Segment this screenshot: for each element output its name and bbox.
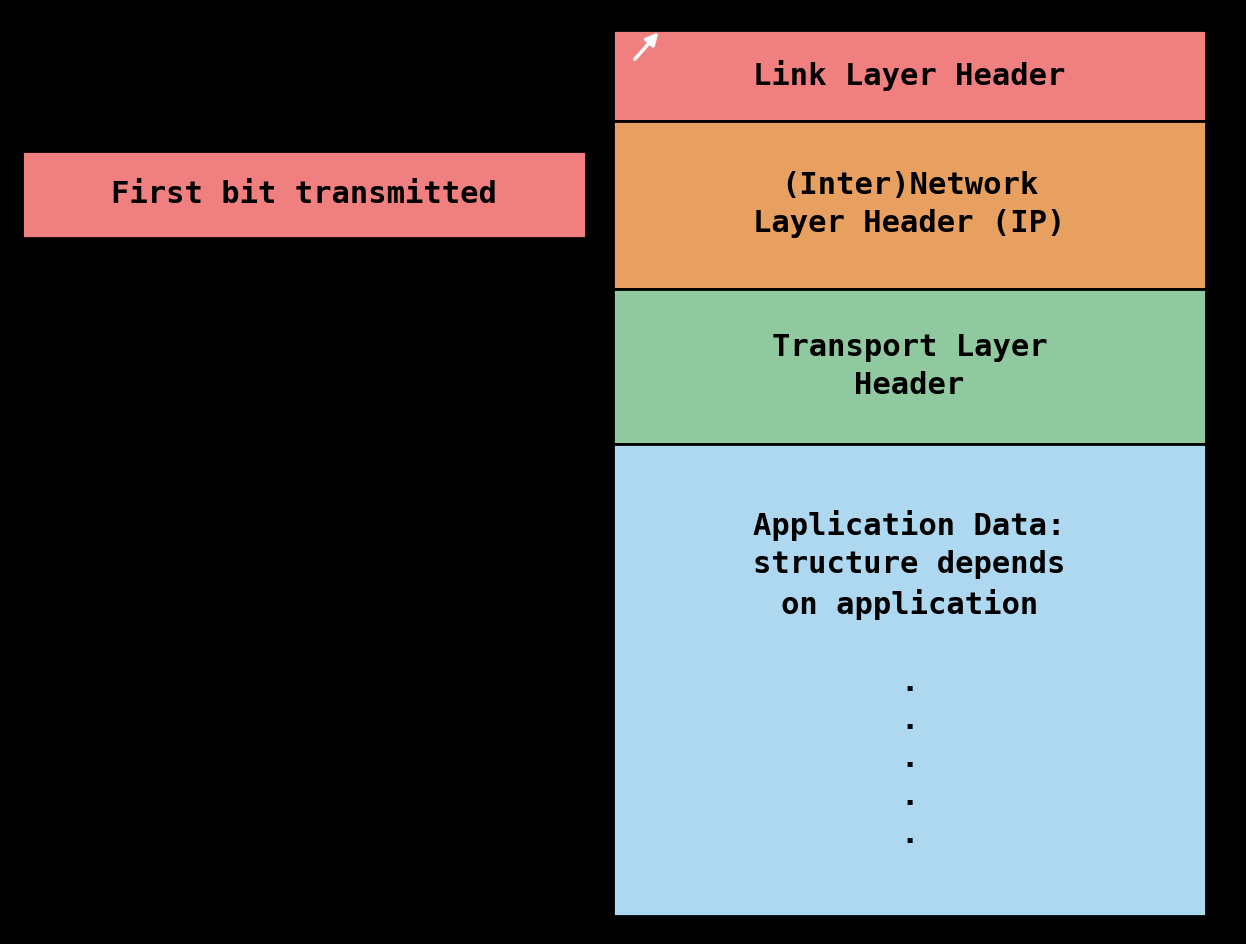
Text: Application Data:
structure depends
on application

.
.
.
.
.: Application Data: structure depends on a…: [754, 510, 1065, 850]
FancyBboxPatch shape: [613, 30, 1206, 121]
FancyBboxPatch shape: [22, 151, 586, 238]
Text: Link Layer Header: Link Layer Header: [754, 60, 1065, 91]
Text: Transport Layer
Header: Transport Layer Header: [771, 332, 1048, 400]
FancyBboxPatch shape: [613, 444, 1206, 916]
Text: (Inter)Network
Layer Header (IP): (Inter)Network Layer Header (IP): [754, 171, 1065, 239]
FancyBboxPatch shape: [613, 289, 1206, 444]
Text: First bit transmitted: First bit transmitted: [111, 180, 497, 209]
FancyBboxPatch shape: [613, 121, 1206, 289]
